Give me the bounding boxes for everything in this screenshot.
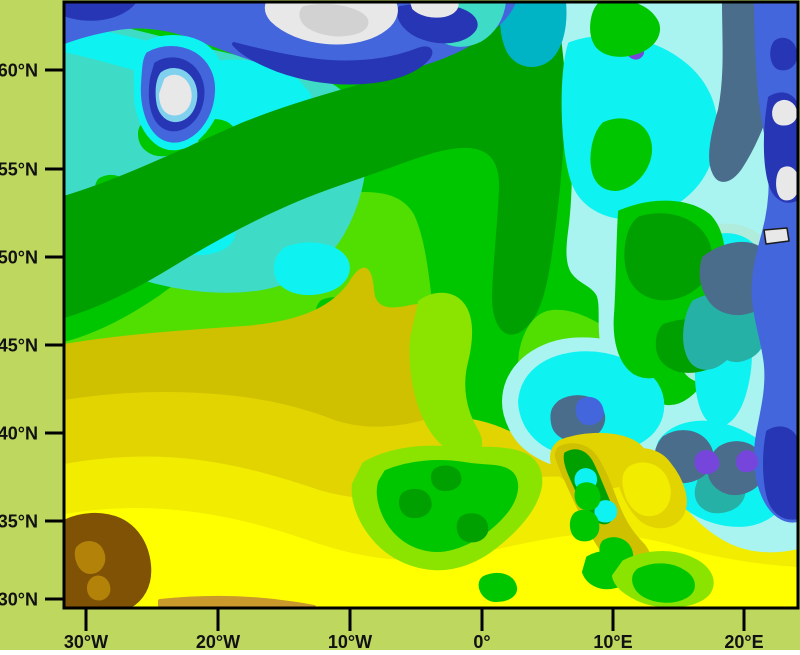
lat-tick-label: 30°N <box>0 590 38 610</box>
field-lake-dot-1 <box>772 100 798 126</box>
field-south-balkan-green <box>632 563 695 603</box>
field-italy-cyan-2 <box>594 500 618 523</box>
lon-tick-label: 10°W <box>328 632 372 650</box>
field-adriatic-bright <box>622 462 671 517</box>
lat-tick-label: 40°N <box>0 424 38 444</box>
field-navy-top-1 <box>64 2 136 21</box>
field-lake-outlined <box>763 227 790 245</box>
field-france-fringe <box>409 292 483 456</box>
field-bottom-speck <box>478 572 517 602</box>
lon-tick-label: 30°W <box>64 632 108 650</box>
lat-tick-label: 55°N <box>0 160 38 180</box>
map-field <box>64 2 798 608</box>
field-iberia-dark-3 <box>430 465 462 492</box>
field-lake-dot-2 <box>776 166 798 201</box>
field-iberia-dark-2 <box>456 513 489 543</box>
lat-tick-label: 35°N <box>0 512 38 532</box>
field-iberia-dark-1 <box>398 488 432 519</box>
lon-tick-label: 0° <box>473 632 490 650</box>
field-green-baltic-1 <box>590 2 660 57</box>
field-purple-dot-2 <box>736 450 759 473</box>
field-navy-east-2 <box>763 426 798 520</box>
field-sardinia-green <box>569 509 600 542</box>
field-green-baltic-2 <box>590 118 652 191</box>
field-wedge-white <box>159 74 192 116</box>
field-corsica-green <box>574 482 601 511</box>
lon-tick-label: 20°E <box>724 632 763 650</box>
field-alpine-royal-dot <box>575 396 604 426</box>
field-africa-brown <box>64 513 152 608</box>
lon-tick-label: 10°E <box>593 632 632 650</box>
field-amber-2 <box>86 575 111 601</box>
field-purple-dot-1 <box>694 450 720 475</box>
field-darkgreen-patch-1 <box>624 213 712 301</box>
field-ice-gray <box>299 4 369 37</box>
field-darkcyan-top <box>500 2 567 67</box>
lat-tick-label: 60°N <box>0 61 38 81</box>
lon-tick-label: 20°W <box>196 632 240 650</box>
lat-tick-label: 45°N <box>0 336 38 356</box>
field-cyan-streak-5 <box>273 242 350 295</box>
lat-tick-label: 50°N <box>0 248 38 268</box>
field-amber-1 <box>74 541 106 574</box>
field-navy-east-3 <box>770 37 798 71</box>
field-navy-top-2 <box>232 42 433 85</box>
field-ice-small <box>410 2 459 18</box>
map-frame <box>62 0 800 610</box>
